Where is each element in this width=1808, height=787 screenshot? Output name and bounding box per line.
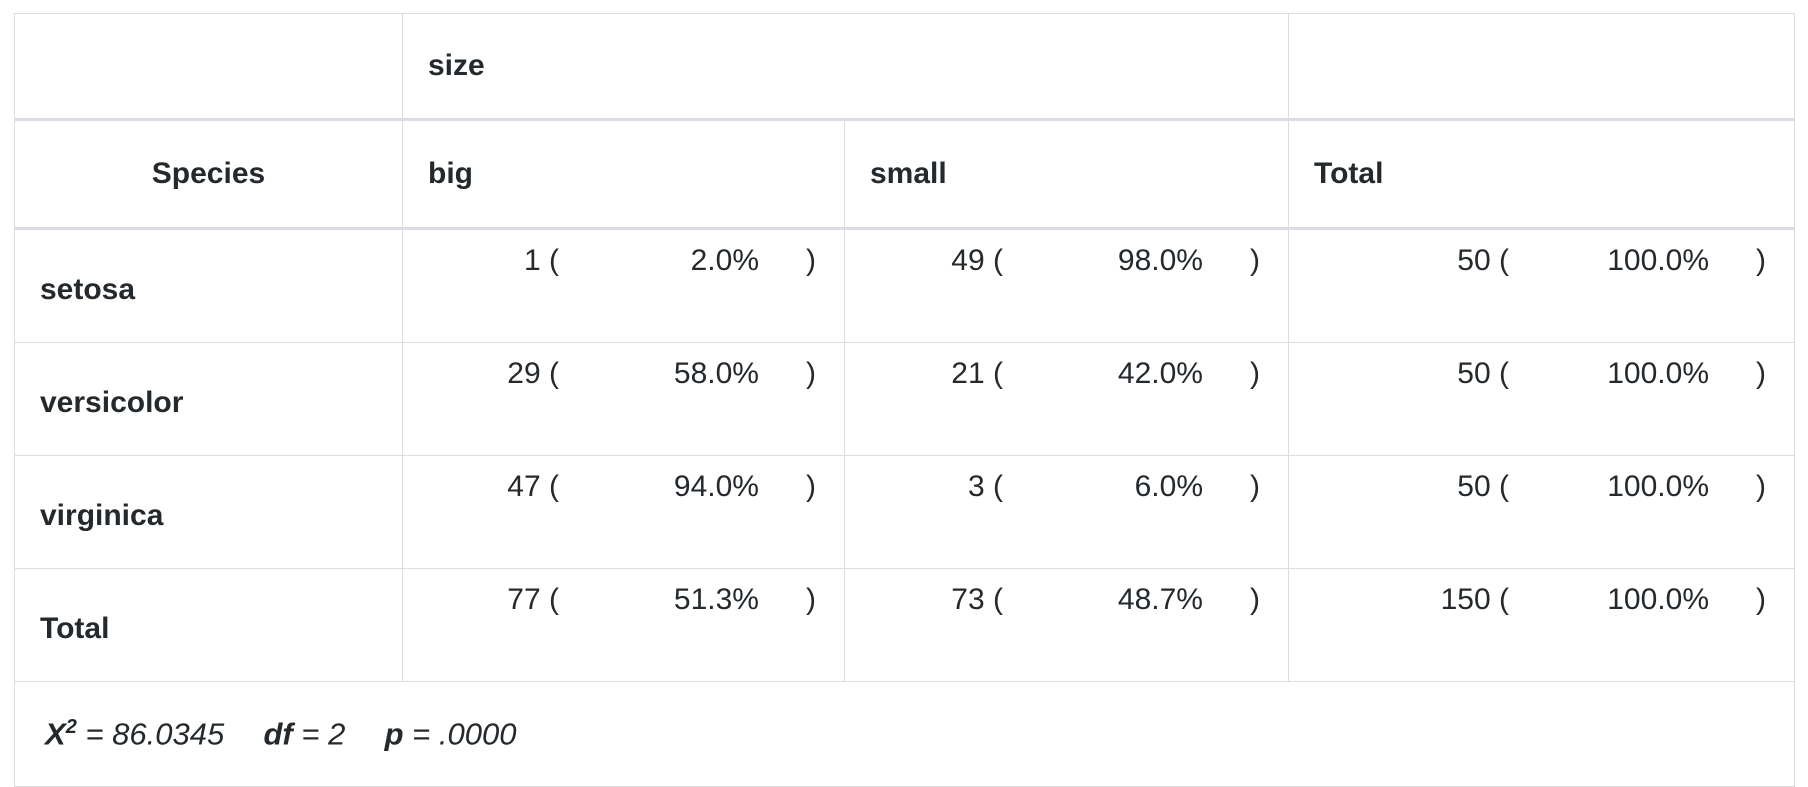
stats-footer-row: X2 = 86.0345 df = 2 p = .0000 [14, 681, 1795, 787]
cell-close-paren: ) [1756, 470, 1766, 503]
cell-close-paren: ) [1250, 244, 1260, 277]
cell-close-paren: ) [806, 583, 816, 616]
cell-count: 49 [951, 244, 1003, 278]
cell-count: 73 [951, 583, 1003, 617]
cell-percent: 100.0% [1607, 583, 1709, 616]
cell-close-paren: ) [1250, 583, 1260, 616]
empty-header-cell [14, 13, 403, 121]
chi-square-summary: X2 = 86.0345 df = 2 p = .0000 [14, 681, 1795, 787]
cell-percent: 98.0% [1117, 244, 1203, 277]
cell-percent: 100.0% [1607, 244, 1709, 277]
cell-percent: 6.0% [1134, 470, 1203, 503]
column-header-small: small [844, 119, 1289, 230]
cell-percent: 51.3% [673, 583, 759, 616]
table-cell: 150 100.0% ) [1288, 568, 1795, 682]
cell-count: 29 [507, 357, 559, 391]
table-row-total: Total 77 51.3% ) 73 48.7% ) 150 100.0% ) [14, 568, 1795, 682]
table-row-virginica: virginica 47 94.0% ) 3 6.0% ) 50 100.0% … [14, 455, 1795, 569]
table-cell: 50 100.0% ) [1288, 342, 1795, 456]
cell-close-paren: ) [1250, 470, 1260, 503]
cell-close-paren: ) [1756, 583, 1766, 616]
chi-square-value: = 86.0345 [85, 716, 225, 752]
crosstab-table: size Species big small Total setosa 1 2.… [14, 13, 1795, 787]
column-header-row: Species big small Total [14, 119, 1795, 230]
cell-close-paren: ) [806, 357, 816, 390]
df-label: df [263, 716, 293, 752]
df-value: = 2 [301, 716, 346, 752]
cell-percent: 2.0% [690, 244, 759, 277]
row-label: virginica [14, 455, 403, 569]
table-cell: 29 58.0% ) [402, 342, 845, 456]
row-label: setosa [14, 228, 403, 343]
column-header-big: big [402, 119, 845, 230]
cell-count: 77 [507, 583, 559, 617]
cell-percent: 100.0% [1607, 470, 1709, 503]
cell-count: 47 [507, 470, 559, 504]
crosstab-container: size Species big small Total setosa 1 2.… [14, 13, 1795, 787]
p-label: p [384, 716, 404, 752]
cell-close-paren: ) [1250, 357, 1260, 390]
cell-close-paren: ) [1756, 244, 1766, 277]
group-header-size: size [402, 13, 1289, 121]
cell-percent: 48.7% [1117, 583, 1203, 616]
cell-close-paren: ) [1756, 357, 1766, 390]
table-cell: 50 100.0% ) [1288, 455, 1795, 569]
cell-close-paren: ) [806, 244, 816, 277]
cell-count: 50 [1457, 470, 1509, 504]
species-column-header: Species [14, 119, 403, 230]
group-header-row: size [14, 13, 1795, 121]
table-row-versicolor: versicolor 29 58.0% ) 21 42.0% ) 50 100.… [14, 342, 1795, 456]
table-cell: 73 48.7% ) [844, 568, 1289, 682]
cell-count: 50 [1457, 357, 1509, 391]
cell-count: 1 [524, 244, 559, 278]
column-header-total: Total [1288, 119, 1795, 230]
table-row-setosa: setosa 1 2.0% ) 49 98.0% ) 50 100.0% ) [14, 228, 1795, 343]
table-cell: 1 2.0% ) [402, 228, 845, 343]
cell-percent: 94.0% [673, 470, 759, 503]
row-label: versicolor [14, 342, 403, 456]
table-cell: 47 94.0% ) [402, 455, 845, 569]
p-value: = .0000 [412, 716, 517, 752]
cell-count: 21 [951, 357, 1003, 391]
table-cell: 50 100.0% ) [1288, 228, 1795, 343]
empty-header-cell [1288, 13, 1795, 121]
cell-percent: 58.0% [673, 357, 759, 390]
cell-percent: 42.0% [1117, 357, 1203, 390]
cell-close-paren: ) [806, 470, 816, 503]
chi-square-exponent: 2 [65, 715, 77, 738]
cell-count: 50 [1457, 244, 1509, 278]
table-cell: 49 98.0% ) [844, 228, 1289, 343]
cell-count: 3 [968, 470, 1003, 504]
table-cell: 21 42.0% ) [844, 342, 1289, 456]
row-label: Total [14, 568, 403, 682]
cell-percent: 100.0% [1607, 357, 1709, 390]
table-cell: 3 6.0% ) [844, 455, 1289, 569]
table-cell: 77 51.3% ) [402, 568, 845, 682]
cell-count: 150 [1441, 583, 1509, 617]
chi-square-symbol: X [45, 716, 66, 752]
